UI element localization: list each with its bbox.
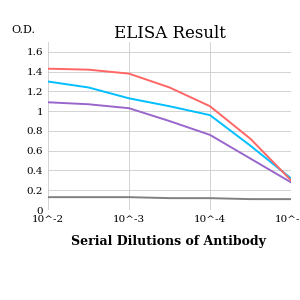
Text: O.D.: O.D. [12, 25, 36, 35]
Title: ELISA Result: ELISA Result [114, 25, 225, 42]
Text: Serial Dilutions of Antibody: Serial Dilutions of Antibody [70, 236, 266, 248]
